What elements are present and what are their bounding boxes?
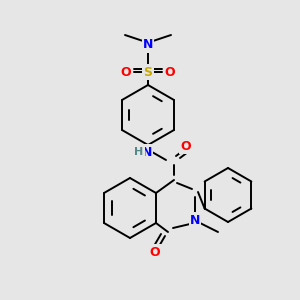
Text: O: O bbox=[150, 245, 160, 259]
Text: N: N bbox=[142, 146, 152, 158]
Text: O: O bbox=[165, 65, 175, 79]
Text: O: O bbox=[121, 65, 131, 79]
Text: H: H bbox=[134, 147, 144, 157]
Text: N: N bbox=[190, 214, 200, 226]
Text: N: N bbox=[143, 38, 153, 52]
Text: O: O bbox=[181, 140, 191, 152]
Text: S: S bbox=[143, 65, 152, 79]
